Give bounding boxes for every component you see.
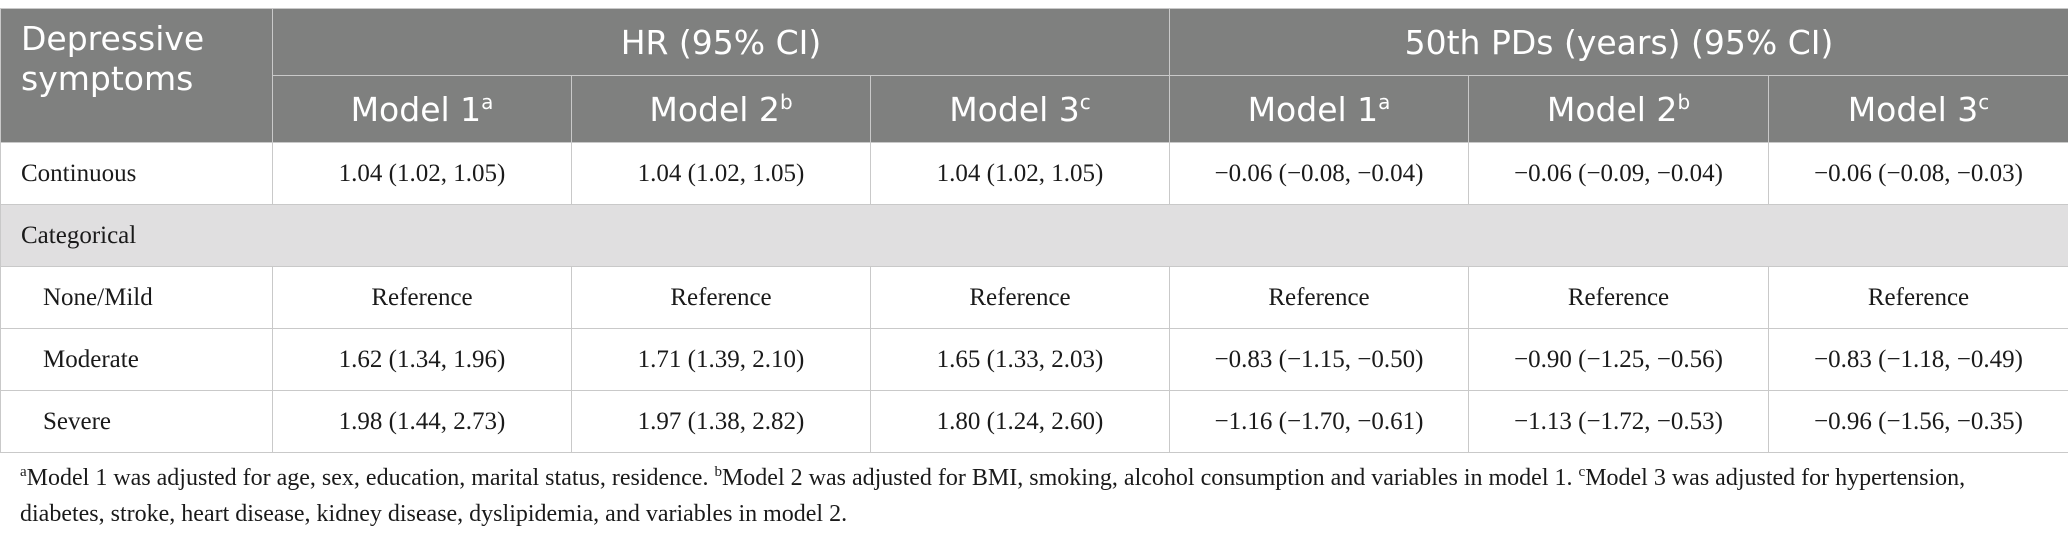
header-row-groups: Depressive symptoms HR (95% CI) 50th PDs… — [0, 8, 2068, 143]
footnote-marker: b — [714, 464, 722, 480]
model-header: Model 1a — [272, 75, 572, 143]
table-cell: −0.83 (−1.18, −0.49) — [1768, 328, 2068, 391]
results-table: Depressive symptoms HR (95% CI) 50th PDs… — [0, 8, 2068, 453]
table-cell: 1.65 (1.33, 2.03) — [870, 328, 1170, 391]
table-cell: −1.13 (−1.72, −0.53) — [1468, 390, 1769, 453]
table-cell: 1.04 (1.02, 1.05) — [571, 142, 871, 205]
table-cell: Reference — [1468, 266, 1769, 329]
table-cell: Reference — [571, 266, 871, 329]
model-header: Model 3c — [870, 75, 1170, 143]
row-header-line-1: Depressive — [21, 19, 205, 58]
footnote-text: Model 2 was adjusted for BMI, smoking, a… — [721, 465, 1579, 491]
table-footnotes: aModel 1 was adjusted for age, sex, educ… — [20, 460, 2050, 532]
table-cell: Reference — [1768, 266, 2068, 329]
table-row-moderate: Moderate 1.62 (1.34, 1.96) 1.71 (1.39, 2… — [0, 328, 2068, 391]
table-cell: 1.80 (1.24, 2.60) — [870, 390, 1170, 453]
table-cell: Reference — [1169, 266, 1469, 329]
model-header: Model 2b — [1468, 75, 1769, 143]
footnote-text: Model 1 was adjusted for age, sex, educa… — [26, 465, 715, 491]
model-header: Model 1a — [1169, 75, 1469, 143]
header-row-models: Model 1a Model 2b Model 3c Model 1a Mode… — [1, 75, 2068, 143]
table-cell: 1.04 (1.02, 1.05) — [272, 142, 572, 205]
row-label: Continuous — [0, 142, 273, 205]
row-label: None/Mild — [0, 266, 273, 329]
row-label: Moderate — [0, 328, 273, 391]
table-cell: 1.98 (1.44, 2.73) — [272, 390, 572, 453]
table-cell: 1.62 (1.34, 1.96) — [272, 328, 572, 391]
table-cell: −0.96 (−1.56, −0.35) — [1768, 390, 2068, 453]
table-row-none-mild: None/Mild Reference Reference Reference … — [0, 266, 2068, 329]
table-cell: 1.71 (1.39, 2.10) — [571, 328, 871, 391]
group-header-pd: 50th PDs (years) (95% CI) — [1169, 8, 2068, 76]
table-cell: Reference — [870, 266, 1170, 329]
footnote-marker: c — [1578, 464, 1586, 480]
row-label: Severe — [0, 390, 273, 453]
table-row-severe: Severe 1.98 (1.44, 2.73) 1.97 (1.38, 2.8… — [0, 390, 2068, 453]
table-row-categorical: Categorical — [0, 204, 2068, 267]
table-row-continuous: Continuous 1.04 (1.02, 1.05) 1.04 (1.02,… — [0, 142, 2068, 205]
table-cell: −1.16 (−1.70, −0.61) — [1169, 390, 1469, 453]
model-header: Model 2b — [571, 75, 871, 143]
section-label: Categorical — [0, 204, 2068, 267]
footnote-marker: a — [20, 464, 27, 480]
row-header-line-2: symptoms — [21, 59, 194, 98]
table-cell: −0.90 (−1.25, −0.56) — [1468, 328, 1769, 391]
table-cell: −0.06 (−0.08, −0.03) — [1768, 142, 2068, 205]
table-cell: −0.06 (−0.08, −0.04) — [1169, 142, 1469, 205]
table-cell: 1.04 (1.02, 1.05) — [870, 142, 1170, 205]
row-header: Depressive symptoms — [0, 8, 273, 143]
table-cell: 1.97 (1.38, 2.82) — [571, 390, 871, 453]
table-cell: −0.83 (−1.15, −0.50) — [1169, 328, 1469, 391]
model-header: Model 3c — [1768, 75, 2068, 143]
results-table-container: Depressive symptoms HR (95% CI) 50th PDs… — [0, 8, 2068, 453]
group-header-hr: HR (95% CI) — [272, 8, 1170, 76]
footnote-text: Model 3 was adjusted for hypertension, d… — [20, 465, 1966, 527]
table-cell: Reference — [272, 266, 572, 329]
table-cell: −0.06 (−0.09, −0.04) — [1468, 142, 1769, 205]
